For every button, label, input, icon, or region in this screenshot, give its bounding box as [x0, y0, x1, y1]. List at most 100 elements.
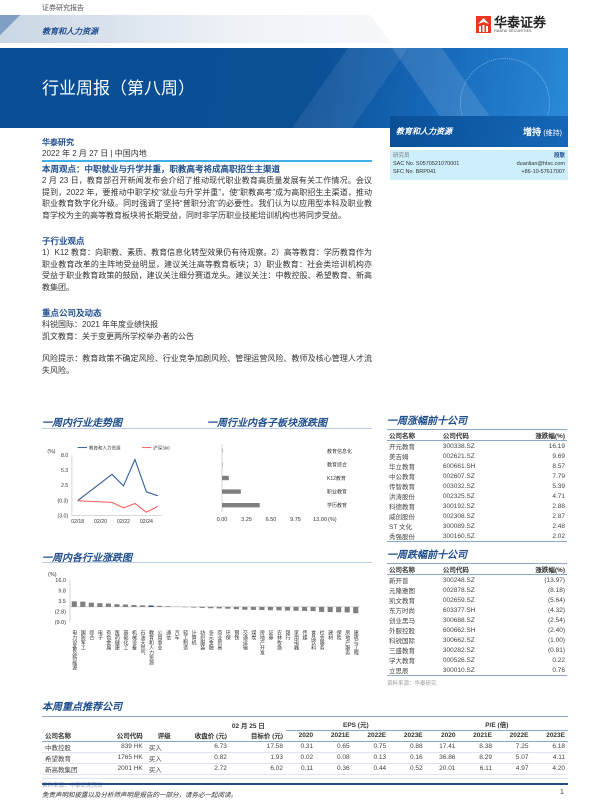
category-label: 电子	[97, 629, 103, 640]
category-label: 商业贸易	[216, 629, 222, 651]
category-label: 银行	[285, 629, 291, 641]
category-label: 房地产服务	[344, 629, 350, 656]
table-cell: 4.11	[531, 752, 568, 764]
company-code: 002659.SZ	[442, 596, 475, 604]
company-name: 传智教育	[389, 484, 415, 491]
change-pct: 2.02	[506, 531, 567, 542]
column-header: 2022E	[509, 732, 529, 739]
table-cell: 7.25	[494, 741, 532, 753]
category-label: 传媒	[302, 629, 308, 641]
page-number: 1	[560, 789, 564, 796]
sub-view-body: 1）K12 教育：向职教、素质、教育信息化转型效果仍有待观察。2）高等教育：学历…	[42, 248, 372, 292]
table-cell: 0.82	[173, 752, 230, 764]
footer-rule	[42, 783, 568, 785]
industry-bar-chart: (%)16.0 9.8 3.5 (2.8) (9.0) 电力设备及新能源 国防军工 综合 电子有…	[48, 572, 360, 671]
category-label: 职业教育	[327, 489, 347, 496]
bar-8	[139, 605, 146, 607]
change-pct: (2.54)	[548, 616, 565, 624]
category-label: 家用电器	[293, 629, 299, 651]
y-axis-unit: (%)	[47, 449, 55, 455]
x-tick-label: 3.25	[241, 517, 252, 523]
bar-20	[242, 606, 248, 610]
company-code: 002621.SZ	[442, 452, 475, 460]
bar-31	[336, 606, 342, 613]
table-cell: 买入	[145, 752, 174, 764]
table-cell: 8.38	[458, 741, 495, 753]
company-code: 300089.SZ	[442, 522, 475, 530]
change-pct: 7.79	[552, 472, 565, 480]
category-label: 环保	[225, 630, 231, 641]
trend-line-chart: (%) 8.0 5.3 2.5 (0.3) (3.0)02/18 02/20 02/22 02/…	[47, 444, 170, 525]
col-code: 公司代码	[440, 564, 507, 575]
category-label: 轻工制造	[182, 629, 188, 651]
table-row: 外服控股 600662.SH (2.40)	[387, 625, 567, 636]
view-title: 本周观点：中职就业与升学并重，职教高考将成高职招生主渠道	[42, 164, 281, 174]
band-stripe	[0, 15, 40, 43]
category-label: 有色金属	[105, 629, 111, 651]
category-label: 汽车	[174, 629, 180, 641]
column-header: 2022E	[367, 732, 387, 739]
company-name: 秀强股份	[387, 531, 441, 542]
company-code: 002607.SZ	[442, 472, 475, 480]
company-code: 002308.SZ	[442, 512, 475, 520]
table-cell: 0.44	[352, 763, 390, 775]
x-axis-unit: (%)	[328, 517, 337, 523]
bar-33	[353, 606, 359, 614]
category-label: 教育信息化	[327, 448, 352, 455]
bar-1	[222, 462, 223, 467]
table-row: 凯文教育 002659.SZ (5.64)	[387, 595, 567, 606]
column-header: 2021E	[330, 732, 350, 739]
table-cell: 36.86	[425, 752, 459, 764]
divider	[42, 160, 372, 162]
company-code: 300248.SZ	[442, 576, 475, 584]
trend-chart-title: 一周内行业走势图	[42, 418, 122, 429]
company-name: 华立教育	[389, 464, 415, 471]
industry-chart-title: 一周内各行业涨跌图	[42, 553, 132, 564]
company-name: 立思辰	[387, 665, 441, 676]
pe-header: P/E (倍)	[425, 719, 568, 731]
company-name: 学大教育	[389, 658, 415, 665]
company-code: 300688.SZ	[442, 616, 475, 624]
title-banner	[0, 48, 568, 128]
company-code: 603377.SH	[442, 606, 476, 614]
table-cell: 希望教育	[42, 752, 99, 764]
column-header: 收盘价 (元)	[194, 733, 227, 741]
bar-7	[131, 605, 137, 607]
series-line-0	[77, 458, 159, 502]
bar-0	[71, 601, 77, 607]
change-pct: 4.71	[552, 492, 565, 500]
company-logo: 华泰证券 HUATAI SECURITIES	[476, 16, 546, 33]
change-pct: (13.97)	[544, 576, 565, 584]
analyst-email[interactable]: duanlian@htsc.com	[516, 161, 565, 167]
bar-2	[88, 602, 94, 607]
company-name: 中公教育	[389, 474, 415, 481]
table-cell: 0.31	[286, 741, 317, 753]
losers-source: 资料来源：华泰研究	[387, 681, 437, 687]
company-code: 300338.SZ	[442, 442, 475, 450]
change-pct: 0.22	[552, 656, 565, 664]
bar-30	[327, 606, 333, 613]
category-label: 医药健康	[114, 630, 120, 650]
losers-title: 一周跌幅前十公司	[387, 546, 567, 564]
table-row: 美吉姆 002621.SZ 9.69	[387, 451, 567, 462]
company-name: 洪涛股份	[389, 494, 415, 501]
company-news-2: 凯文教育：关于变更两所学校举办者的公告	[42, 331, 194, 341]
bar-18	[225, 606, 231, 609]
y-tick-label: 2.5	[61, 483, 68, 489]
company-code: 600662.SH	[442, 626, 476, 634]
y-tick-label: 8.0	[61, 453, 68, 459]
bar-9	[148, 605, 154, 607]
bar-17	[216, 606, 222, 609]
bar-2	[222, 475, 229, 481]
table-cell: 6.18	[531, 741, 568, 753]
bar-11	[165, 606, 171, 607]
category-label: K12教育	[327, 475, 346, 482]
region: 中国内地	[114, 149, 147, 158]
doc-type: 证券研究报告	[42, 5, 84, 12]
company-code: 000526.SZ	[442, 656, 475, 664]
table-cell: 0.88	[389, 741, 426, 753]
sac-no: SAC No. S0570521070001	[393, 161, 460, 167]
col-name: 公司名称	[387, 564, 441, 575]
y-tick-label: (0.3)	[57, 498, 68, 504]
company-code: 300160.SZ	[440, 531, 507, 542]
